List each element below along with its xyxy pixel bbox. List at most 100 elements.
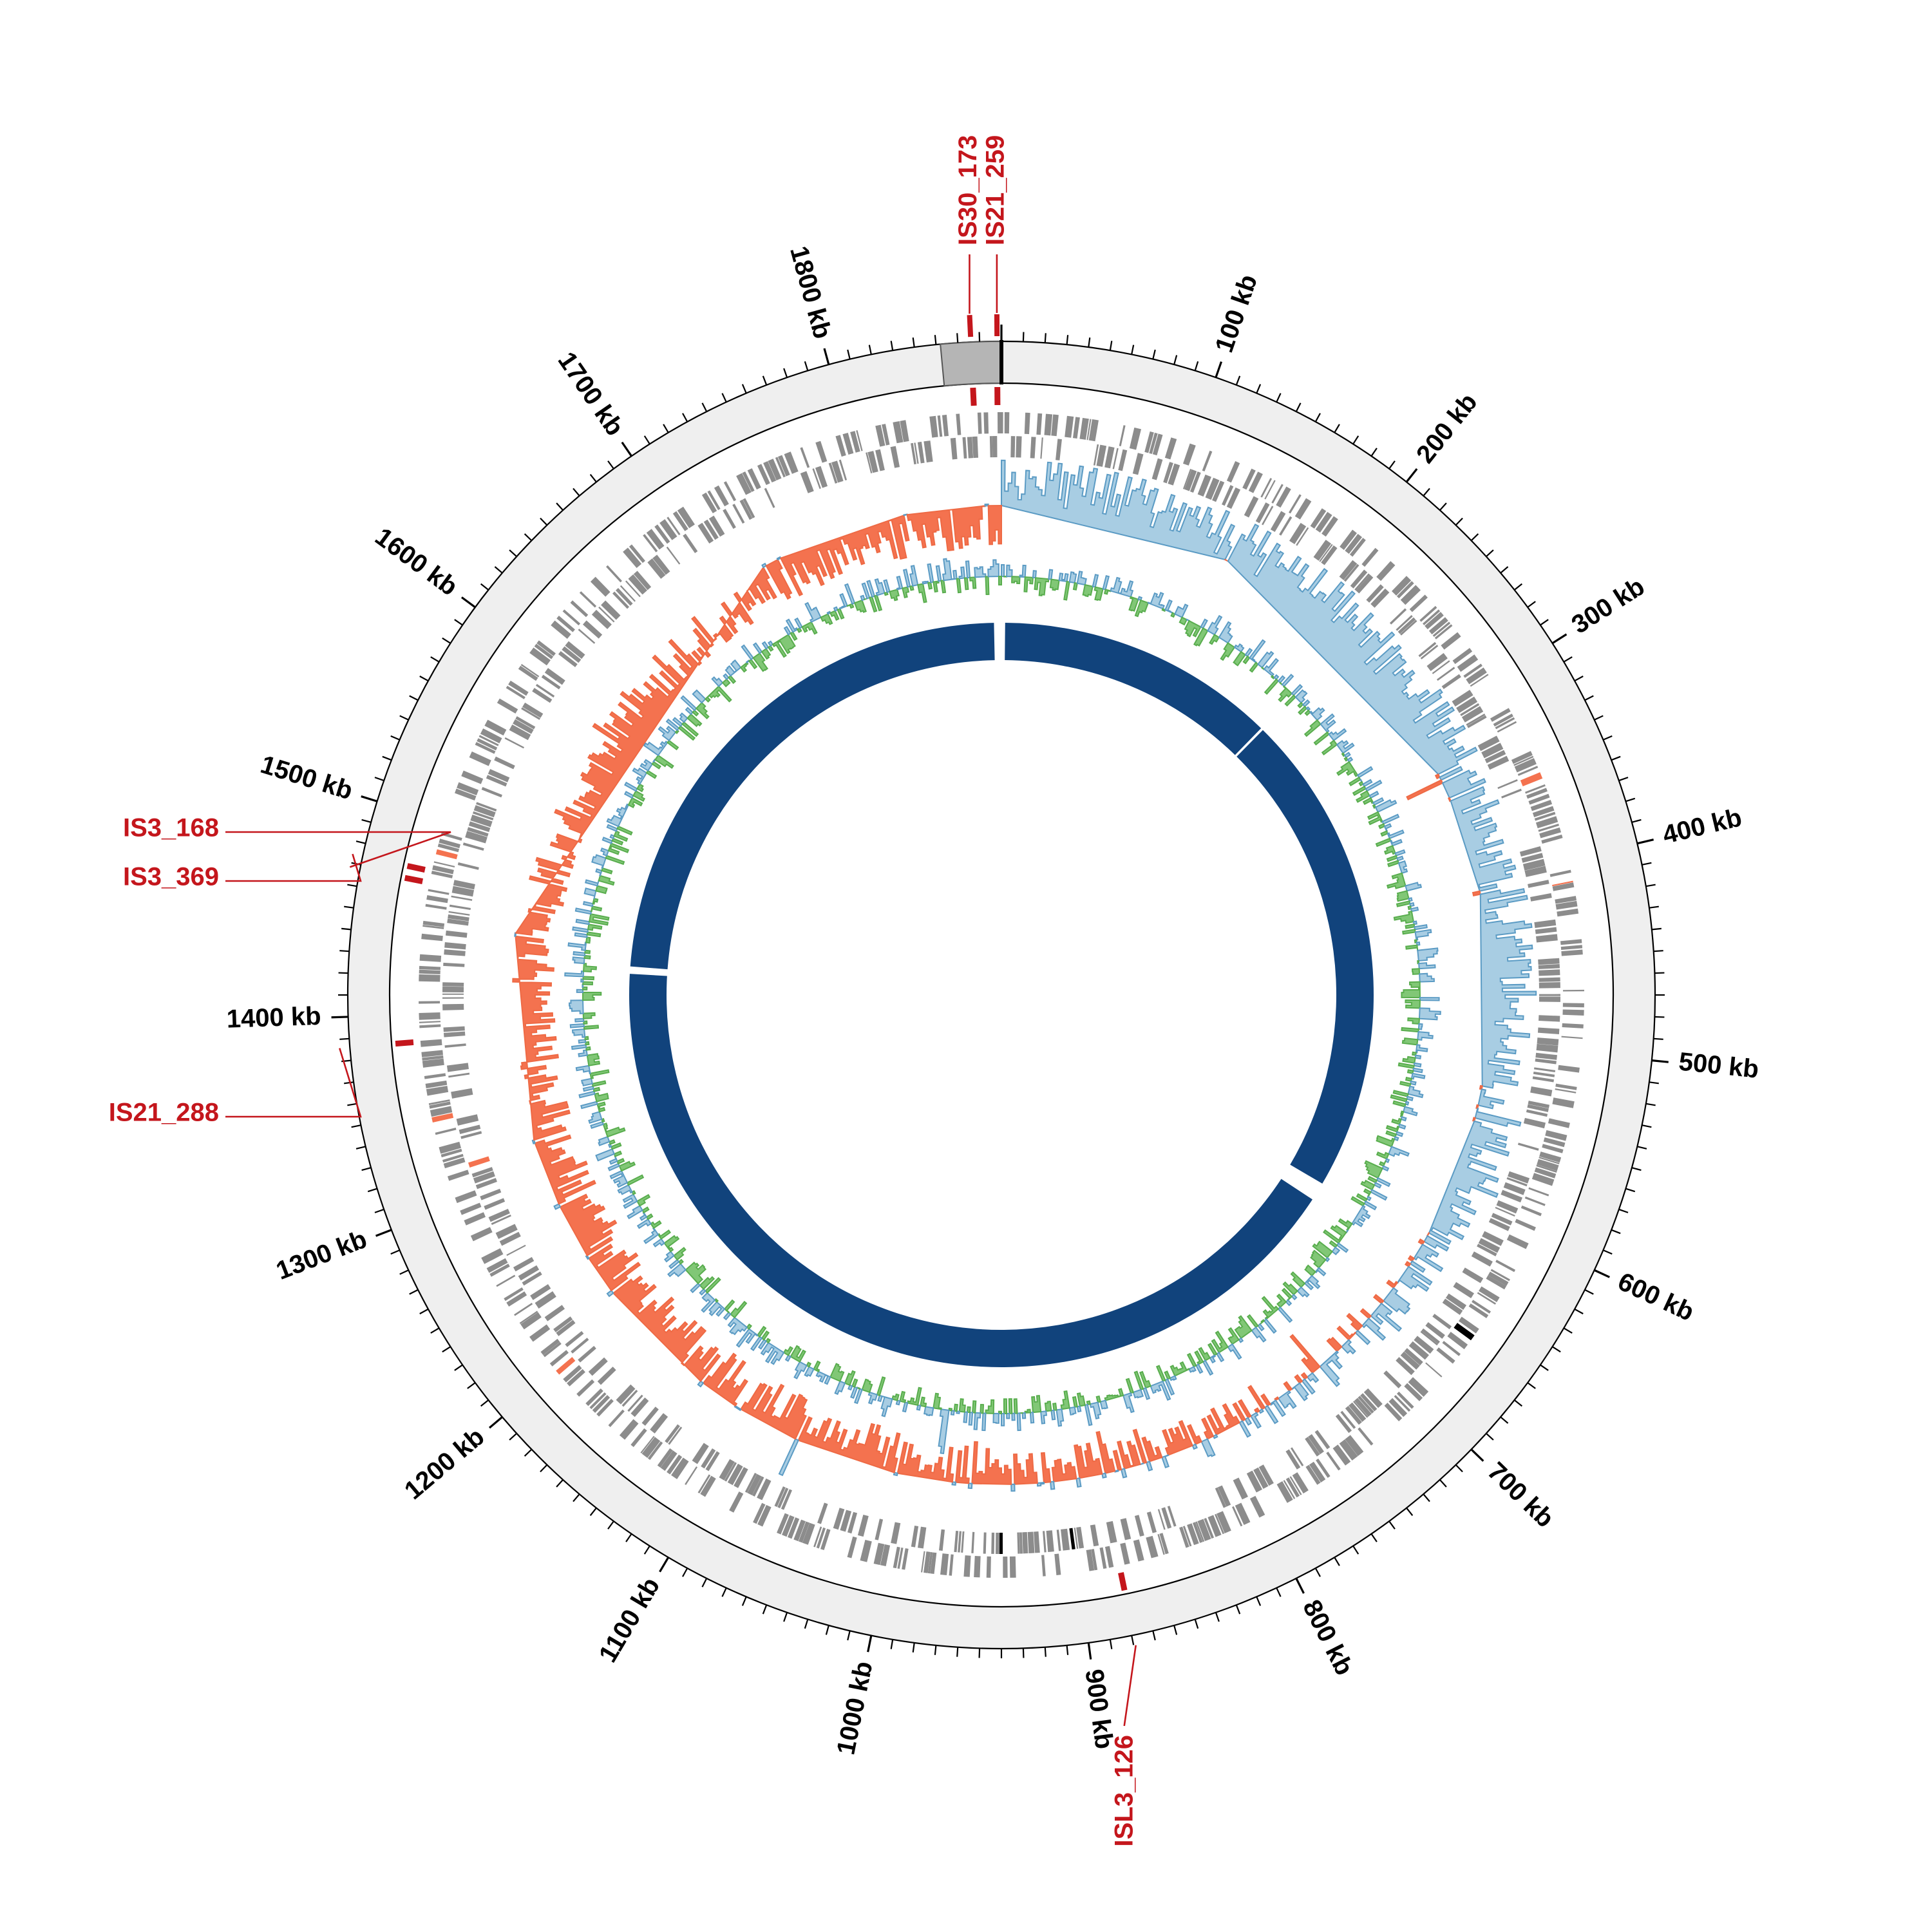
gene-feature	[1463, 663, 1482, 678]
gene-feature	[1149, 432, 1158, 454]
area-segment	[1331, 1246, 1341, 1256]
gene-feature	[551, 620, 571, 639]
gene-feature	[1560, 945, 1583, 950]
gene-feature	[986, 1556, 991, 1578]
gene-feature	[1536, 1164, 1557, 1173]
gene-feature	[1279, 516, 1293, 536]
gene-feature	[643, 534, 658, 553]
gene-feature	[473, 1171, 495, 1184]
gene-feature	[447, 918, 469, 926]
gene-feature	[1400, 1351, 1420, 1370]
axis-tick-label: 1800 kb	[784, 243, 837, 342]
gene-feature	[777, 1488, 789, 1509]
gene-feature	[802, 1522, 815, 1545]
area-segment	[695, 701, 710, 719]
gene-feature	[991, 1532, 995, 1554]
gene-feature	[1354, 573, 1370, 591]
area-segment	[1399, 1081, 1412, 1087]
area-segment	[1253, 1407, 1260, 1414]
area-segment	[607, 842, 630, 855]
area-segment	[578, 1090, 596, 1099]
area-segment	[1340, 1339, 1356, 1355]
gene-feature	[1226, 487, 1241, 509]
is-marker[interactable]	[1118, 1572, 1128, 1591]
gene-feature	[707, 490, 721, 511]
is-annotation-label[interactable]: ISL3_126	[1110, 1735, 1138, 1846]
gene-feature	[1432, 660, 1450, 674]
gene-feature	[440, 1148, 462, 1158]
area-segment	[739, 661, 749, 673]
is-annotation-label[interactable]: IS3_168	[123, 814, 219, 842]
is-marker[interactable]	[395, 1039, 414, 1047]
is-marker[interactable]	[406, 863, 426, 873]
gene-feature	[1537, 1037, 1559, 1046]
is-marker[interactable]	[970, 387, 977, 406]
is-annotation-label[interactable]: IS30_173	[954, 135, 982, 245]
area-segment	[567, 942, 587, 951]
is-annotation-label[interactable]: IS21_288	[109, 1099, 219, 1127]
is-annotation-label[interactable]: IS21_259	[981, 135, 1009, 245]
is-marker-group[interactable]	[225, 254, 1137, 1727]
gene-feature	[983, 1532, 987, 1554]
gene-feature	[1508, 1171, 1530, 1184]
area-segment	[680, 695, 697, 712]
gene-feature	[1497, 779, 1518, 790]
gene-feature	[571, 1338, 589, 1354]
gene-feature	[465, 831, 488, 844]
area-segment	[1032, 570, 1037, 579]
gene-feature	[1056, 439, 1062, 460]
area-segment	[697, 1380, 705, 1388]
area-segment	[746, 1323, 752, 1330]
gene-feature	[1495, 717, 1515, 730]
area-segment	[1450, 786, 1517, 892]
gene-feature	[1034, 1531, 1040, 1553]
gene-feature	[660, 1450, 677, 1471]
gene-feature	[1477, 1292, 1497, 1305]
gene-feature	[425, 1080, 448, 1088]
is-marker[interactable]	[967, 314, 974, 337]
gene-feature	[820, 1528, 831, 1551]
gene-feature	[541, 674, 561, 690]
area-segment	[584, 879, 600, 887]
area-segment	[1412, 1067, 1423, 1074]
gene-feature	[422, 1055, 444, 1061]
gene-feature	[1197, 1519, 1211, 1542]
gene-feature	[1182, 468, 1192, 489]
gene-feature	[616, 1384, 636, 1405]
gene-feature	[1217, 1511, 1231, 1533]
gene-feature	[468, 1156, 490, 1168]
area-segment	[765, 1338, 772, 1344]
is-annotation-label[interactable]: IS3_369	[123, 863, 219, 891]
area-segment	[1234, 1315, 1253, 1340]
gene-feature	[1361, 547, 1379, 567]
gene-feature	[962, 437, 967, 459]
gene-feature	[1270, 511, 1286, 533]
gene-feature	[1044, 413, 1053, 436]
area-segment	[796, 627, 802, 633]
gene-feature	[1561, 1036, 1583, 1039]
area-segment	[1270, 674, 1276, 679]
gene-feature	[743, 498, 755, 518]
gene-feature	[1539, 1157, 1560, 1164]
gene-feature	[1161, 1507, 1172, 1529]
area-segment	[1195, 1363, 1204, 1374]
gene-feature	[1106, 1520, 1117, 1544]
gene-feature	[1144, 431, 1154, 453]
area-segment	[1407, 1085, 1424, 1099]
gene-feature	[1530, 893, 1552, 902]
area-segment	[1354, 1329, 1371, 1345]
gene-feature	[1030, 437, 1036, 459]
area-segment	[877, 1394, 893, 1417]
gene-feature	[1339, 1439, 1358, 1461]
gene-feature	[448, 914, 469, 922]
gene-feature	[451, 886, 475, 897]
gene-feature	[1179, 1526, 1189, 1548]
gene-feature	[1388, 1397, 1408, 1417]
area-segment	[724, 659, 742, 677]
gene-feature	[734, 1466, 748, 1488]
area-segment	[1134, 599, 1150, 618]
is-marker[interactable]	[404, 875, 424, 884]
area-segment	[598, 1135, 611, 1146]
area-segment	[1008, 1398, 1013, 1414]
